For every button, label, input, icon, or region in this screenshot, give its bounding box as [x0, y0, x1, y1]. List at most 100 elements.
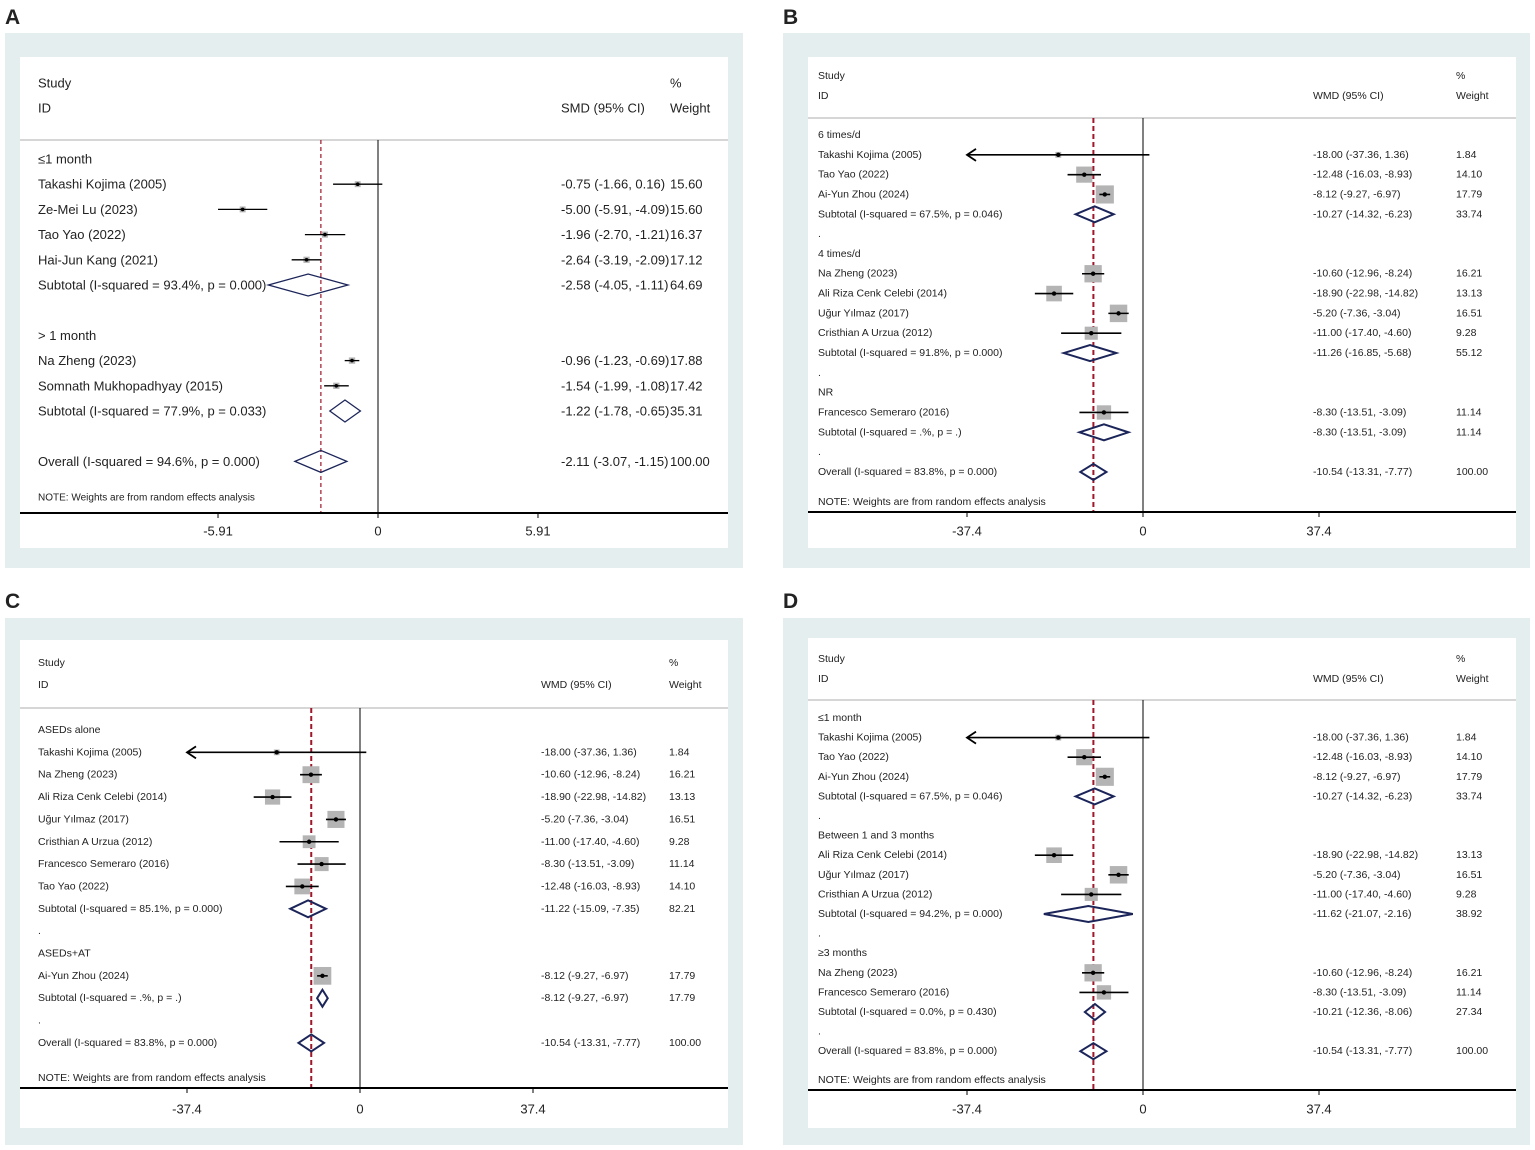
- forest-plot-b: Study ID WMD (95% CI)% Weight 6 times/d Takas…: [783, 33, 1530, 568]
- point-estimate: [350, 358, 354, 363]
- subtotal-diamond: [1073, 787, 1117, 806]
- effect-ci-text: -11.22 (-15.09, -7.35): [541, 903, 639, 915]
- weight-text: 35.31: [670, 404, 703, 419]
- forest-row-study: Takashi Kojima (2005) -0.75 (-1.66, 0.16)…: [38, 177, 703, 192]
- forest-row-subtotal: Subtotal (I-squared = .%, p = .) -8.12 (-…: [38, 987, 695, 1009]
- row-label: Subtotal (I-squared = .%, p = .): [38, 992, 182, 1004]
- row-label: ≤1 month: [38, 152, 92, 167]
- weight-text: 17.79: [669, 970, 695, 982]
- x-tick-label: 0: [356, 1102, 363, 1117]
- weight-text: 11.14: [1456, 986, 1482, 998]
- effect-ci-text: -18.00 (-37.36, 1.36): [1313, 732, 1409, 744]
- forest-row-study: Ali Riza Cenk Celebi (2014) -18.90 (-22.9…: [38, 789, 695, 805]
- header-measure: WMD (95% CI): [1313, 90, 1384, 102]
- effect-ci-text: -1.54 (-1.99, -1.08): [561, 378, 669, 393]
- x-tick-label: -37.4: [172, 1102, 202, 1117]
- forest-row-subtotal: Subtotal (I-squared = 91.8%, p = 0.000) -…: [818, 343, 1482, 363]
- row-label: NR: [818, 387, 834, 399]
- weight-text: 9.28: [1456, 327, 1477, 339]
- row-label: Ai-Yun Zhou (2024): [818, 771, 909, 783]
- forest-row-group: ASEDs+AT: [38, 948, 91, 960]
- plot-area: [808, 57, 1516, 548]
- subtotal-diamond: [1076, 423, 1132, 442]
- weight-text: 14.10: [669, 880, 695, 892]
- overall-diamond: [1078, 1042, 1109, 1061]
- point-estimate: [1101, 410, 1107, 415]
- effect-ci-text: -5.20 (-7.36, -3.04): [1313, 869, 1401, 881]
- point-estimate: [306, 839, 312, 844]
- row-label: Overall (I-squared = 83.8%, p = 0.000): [818, 466, 997, 478]
- weight-text: 1.84: [669, 746, 690, 758]
- row-label: Between 1 and 3 months: [818, 830, 934, 842]
- forest-row-study: Takashi Kojima (2005) -18.00 (-37.36, 1.3…: [818, 148, 1477, 162]
- weight-text: 15.60: [670, 177, 703, 192]
- row-label: Cristhian A Urzua (2012): [818, 327, 932, 339]
- panel-label-a: A: [5, 6, 21, 29]
- effect-ci-text: -12.48 (-16.03, -8.93): [1313, 169, 1412, 181]
- weight-text: 9.28: [669, 836, 690, 848]
- point-estimate: [274, 750, 279, 755]
- row-label: Subtotal (I-squared = 85.1%, p = 0.000): [38, 903, 222, 915]
- forest-row-study: Uğur Yılmaz (2017) -5.20 (-7.36, -3.04) 16…: [818, 304, 1482, 323]
- forest-row-study: Somnath Mukhopadhyay (2015) -1.54 (-1.99,…: [38, 378, 703, 393]
- forest-plot-svg: Study ID WMD (95% CI)% Weight ≤1 month Takash…: [808, 638, 1516, 1128]
- x-tick-label: 37.4: [1306, 524, 1331, 539]
- effect-ci-text: -18.00 (-37.36, 1.36): [1313, 149, 1409, 161]
- forest-row-study: Francesco Semeraro (2016) -8.30 (-13.51, …: [818, 405, 1482, 420]
- x-tick-label: 0: [1139, 524, 1146, 539]
- point-estimate: [333, 817, 339, 822]
- header-id: ID: [38, 101, 51, 116]
- forest-row-blank: .: [38, 1015, 41, 1027]
- row-label: .: [818, 1026, 821, 1038]
- header-id: ID: [818, 673, 829, 685]
- forest-row-overall: Overall (I-squared = 83.8%, p = 0.000) -1…: [818, 1042, 1488, 1061]
- weight-text: 100.00: [669, 1037, 701, 1049]
- effect-ci-text: -8.30 (-13.51, -3.09): [541, 858, 634, 870]
- weight-text: 11.14: [1456, 406, 1482, 418]
- effect-ci-text: -8.12 (-9.27, -6.97): [541, 970, 629, 982]
- point-estimate: [1056, 152, 1061, 158]
- header-study: Study: [818, 70, 846, 82]
- header-weight: Weight: [1456, 673, 1489, 685]
- row-label: ASEDs alone: [38, 724, 101, 736]
- row-label: Na Zheng (2023): [38, 769, 117, 781]
- row-label: Subtotal (I-squared = 67.5%, p = 0.046): [818, 208, 1002, 220]
- header-percent: %: [670, 76, 682, 91]
- panel-label-b: B: [783, 6, 799, 29]
- forest-row-subtotal: Subtotal (I-squared = 94.2%, p = 0.000) -…: [818, 904, 1482, 924]
- row-label: .: [818, 810, 821, 822]
- x-tick-label: -37.4: [952, 524, 982, 539]
- effect-ci-text: -0.75 (-1.66, 0.16): [561, 177, 665, 192]
- row-label: Takashi Kojima (2005): [38, 746, 142, 758]
- weight-text: 100.00: [1456, 466, 1488, 478]
- weight-text: 17.88: [670, 353, 703, 368]
- weight-text: 11.14: [1456, 426, 1482, 438]
- point-estimate: [1051, 291, 1057, 296]
- effect-ci-text: -11.00 (-17.40, -4.60): [541, 836, 639, 848]
- forest-row-study: Francesco Semeraro (2016) -8.30 (-13.51, …: [38, 857, 695, 872]
- point-estimate: [1090, 271, 1096, 276]
- row-label: Tao Yao (2022): [38, 227, 126, 242]
- subtotal-diamond: [1083, 1002, 1107, 1022]
- panel-label-c: C: [5, 590, 21, 613]
- row-label: Uğur Yılmaz (2017): [38, 813, 129, 825]
- forest-row-study: Hai-Jun Kang (2021) -2.64 (-3.19, -2.09) 1…: [38, 252, 703, 267]
- effect-ci-text: -11.26 (-16.85, -5.68): [1313, 347, 1411, 359]
- forest-plot-svg: Study ID SMD (95% CI)% Weight ≤1 month Takash…: [20, 57, 728, 548]
- forest-row-study: Takashi Kojima (2005) -18.00 (-37.36, 1.3…: [38, 745, 690, 760]
- row-label: Subtotal (I-squared = 77.9%, p = 0.033): [38, 404, 266, 419]
- point-estimate: [300, 884, 305, 889]
- row-label: Na Zheng (2023): [818, 268, 897, 280]
- subtotal-diamond: [265, 273, 351, 297]
- panel-label-d: D: [783, 590, 799, 613]
- overall-diamond: [293, 449, 349, 474]
- forest-plot-svg: Study ID WMD (95% CI)% Weight 6 times/d Takas…: [808, 57, 1516, 548]
- weight-text: 17.42: [670, 378, 703, 393]
- effect-ci-text: -1.22 (-1.78, -0.65): [561, 404, 669, 419]
- x-tick-label: 37.4: [1306, 1102, 1331, 1117]
- forest-row-group: Between 1 and 3 months: [818, 830, 934, 842]
- subtotal-diamond: [1060, 343, 1120, 363]
- row-label: Tao Yao (2022): [38, 880, 109, 892]
- forest-row-study: Na Zheng (2023) -10.60 (-12.96, -8.24) 16.…: [818, 265, 1482, 283]
- effect-ci-text: -5.00 (-5.91, -4.09): [561, 202, 669, 217]
